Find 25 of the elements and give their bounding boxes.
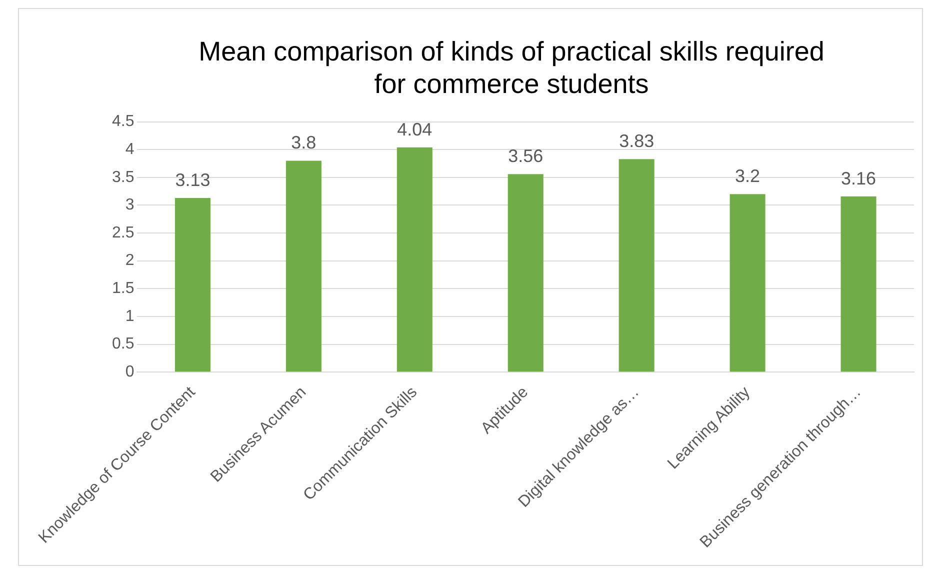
data-label: 3.83 [619,131,654,152]
y-tick-label: 4 [125,141,134,158]
y-tick-label: 0.5 [112,336,134,353]
y-tick-label: 1 [125,308,134,325]
chart-title: Mean comparison of kinds of practical skills required for commerce students [198,36,824,100]
data-label: 3.13 [175,170,210,190]
bar [174,198,210,372]
bar [396,147,432,372]
data-label: 3.2 [735,166,760,186]
y-tick-label: 0 [125,363,134,380]
y-tick-label: 4.5 [112,113,134,130]
bar [286,160,322,372]
bar [508,174,544,372]
bar [730,194,766,372]
y-tick-label: 1.5 [112,280,134,298]
data-label: 3.56 [508,146,544,166]
bar [618,159,654,372]
y-tick-label: 2.5 [112,224,134,242]
data-label: 4.04 [397,119,432,140]
data-label: 3.16 [840,168,876,188]
y-tick-label: 3.5 [112,168,134,186]
data-label: 3.8 [291,132,316,153]
y-tick-label: 3 [125,196,134,214]
bar [840,196,876,372]
y-tick-label: 2 [125,252,134,270]
